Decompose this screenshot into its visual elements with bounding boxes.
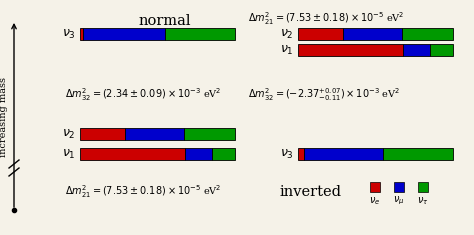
Text: $\nu_1$: $\nu_1$ xyxy=(280,43,294,57)
Bar xyxy=(298,148,304,160)
Bar xyxy=(298,28,343,40)
Text: $\nu_\tau$: $\nu_\tau$ xyxy=(417,195,429,207)
Bar xyxy=(80,128,125,140)
Text: $\nu_e$: $\nu_e$ xyxy=(369,195,381,207)
Text: increasing mass: increasing mass xyxy=(0,77,9,157)
Bar xyxy=(80,28,83,40)
Bar xyxy=(418,182,428,192)
Bar xyxy=(403,44,430,56)
Text: inverted: inverted xyxy=(280,185,342,199)
Bar xyxy=(298,44,403,56)
Text: $\nu_\mu$: $\nu_\mu$ xyxy=(393,195,405,208)
Text: $\nu_1$: $\nu_1$ xyxy=(62,147,76,161)
Text: $\Delta m^2_{21} = (7.53 \pm 0.18)\times 10^{-5}$ eV$^2$: $\Delta m^2_{21} = (7.53 \pm 0.18)\times… xyxy=(248,10,404,27)
Bar xyxy=(343,28,402,40)
Bar xyxy=(394,182,404,192)
Text: $\nu_3$: $\nu_3$ xyxy=(280,147,294,161)
Bar xyxy=(165,28,235,40)
Bar xyxy=(83,28,165,40)
Text: $\nu_2$: $\nu_2$ xyxy=(63,127,76,141)
Text: $\nu_2$: $\nu_2$ xyxy=(281,27,294,41)
Text: $\Delta m^2_{21} = (7.53 \pm 0.18)\times 10^{-5}$ eV$^2$: $\Delta m^2_{21} = (7.53 \pm 0.18)\times… xyxy=(65,184,221,200)
Bar xyxy=(212,148,235,160)
Bar xyxy=(80,148,185,160)
Text: $\nu_3$: $\nu_3$ xyxy=(62,27,76,41)
Bar xyxy=(185,148,212,160)
Text: normal: normal xyxy=(139,14,191,28)
Bar xyxy=(125,128,184,140)
Bar xyxy=(370,182,380,192)
Bar xyxy=(184,128,235,140)
Bar xyxy=(383,148,453,160)
Bar xyxy=(430,44,453,56)
Text: $\Delta m^2_{32} = (-2.37^{+0.07}_{-0.11})\times 10^{-3}$ eV$^2$: $\Delta m^2_{32} = (-2.37^{+0.07}_{-0.11… xyxy=(248,87,401,103)
Text: $\Delta m^2_{32} = (2.34 \pm 0.09)\times 10^{-3}$ eV$^2$: $\Delta m^2_{32} = (2.34 \pm 0.09)\times… xyxy=(65,87,221,103)
Bar xyxy=(304,148,383,160)
Bar xyxy=(402,28,453,40)
